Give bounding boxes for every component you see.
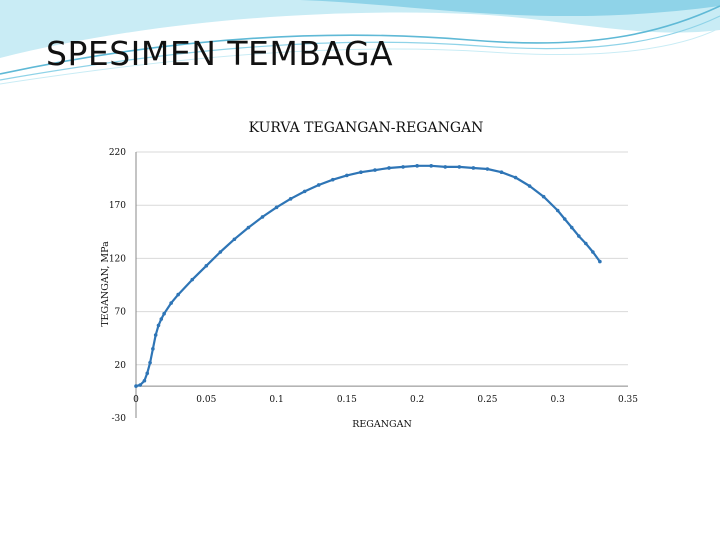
x-tick-label-0: 0 xyxy=(133,395,139,405)
data-point-0-0 xyxy=(134,384,138,388)
data-point-0-27 xyxy=(401,165,405,169)
x-tick-label-5: 0.25 xyxy=(477,395,497,405)
data-point-0-15 xyxy=(232,237,237,242)
data-point-0-20 xyxy=(302,189,307,194)
data-point-0-11 xyxy=(176,292,180,297)
x-axis-label: REGANGAN xyxy=(352,419,412,430)
data-point-0-17 xyxy=(260,215,265,219)
data-point-0-12 xyxy=(190,277,195,282)
chart-title: KURVA TEGANGAN-REGANGAN xyxy=(249,120,484,136)
data-point-0-32 xyxy=(471,166,476,170)
header-line-2 xyxy=(0,15,720,81)
data-point-0-30 xyxy=(443,165,448,169)
data-point-0-16 xyxy=(246,225,251,230)
y-tick-label-2: 120 xyxy=(109,254,126,264)
x-tick-label-6: 0.3 xyxy=(551,395,566,405)
x-tick-label-7: 0.35 xyxy=(618,395,638,405)
data-point-0-10 xyxy=(169,301,173,305)
data-point-0-21 xyxy=(316,183,321,187)
data-point-0-42 xyxy=(584,241,588,246)
data-point-0-8 xyxy=(159,317,164,321)
data-point-0-14 xyxy=(218,250,223,254)
data-point-0-29 xyxy=(429,164,434,168)
header-wave-mid xyxy=(300,0,720,17)
header-line-1 xyxy=(0,5,720,75)
data-point-0-24 xyxy=(359,170,363,175)
data-point-0-5 xyxy=(151,347,155,351)
data-point-0-3 xyxy=(145,371,150,376)
data-point-0-35 xyxy=(513,175,518,180)
x-tick-label-2: 0.1 xyxy=(269,395,283,405)
data-point-0-2 xyxy=(142,378,147,383)
chart-gridlines xyxy=(136,151,628,366)
x-tick-label-1: 0.05 xyxy=(196,395,216,405)
data-point-0-9 xyxy=(162,311,166,316)
data-point-0-26 xyxy=(387,166,391,170)
data-point-0-25 xyxy=(373,168,377,172)
data-point-0-19 xyxy=(288,197,293,201)
data-point-0-22 xyxy=(331,177,335,182)
y-tick-label-4: 20 xyxy=(115,361,127,371)
y-axis-tick-labels: 220 170 120 70 20 -30 xyxy=(109,148,126,424)
y-tick-label-5: -30 xyxy=(112,414,127,424)
x-axis-tick-labels: 0 0.05 0.1 0.15 0.2 0.25 0.3 0.35 xyxy=(133,395,638,405)
data-point-0-6 xyxy=(153,333,158,337)
data-point-0-33 xyxy=(485,167,490,171)
data-point-0-34 xyxy=(499,170,504,175)
data-point-0-36 xyxy=(527,184,532,188)
x-tick-label-3: 0.15 xyxy=(337,395,357,405)
header-swoosh-decoration xyxy=(0,0,720,85)
data-point-0-28 xyxy=(415,164,419,168)
series-line-0 xyxy=(135,164,601,388)
data-point-0-38 xyxy=(555,208,560,213)
data-point-0-7 xyxy=(156,323,161,328)
header-line-3 xyxy=(0,27,720,85)
data-point-0-41 xyxy=(577,234,581,238)
y-tick-label-0: 220 xyxy=(109,148,126,158)
y-tick-label-1: 170 xyxy=(109,201,126,211)
data-point-0-31 xyxy=(457,165,462,169)
y-axis-label: TEGANGAN, MPa xyxy=(100,241,111,327)
data-point-0-44 xyxy=(598,259,602,264)
data-point-0-23 xyxy=(345,173,349,178)
data-point-0-37 xyxy=(541,194,546,199)
data-point-0-40 xyxy=(569,225,574,230)
data-point-0-39 xyxy=(562,217,567,221)
chart-axes xyxy=(135,152,628,418)
y-tick-label-3: 70 xyxy=(115,308,127,318)
chart-series xyxy=(134,164,602,388)
data-point-0-13 xyxy=(204,264,209,268)
data-point-0-1 xyxy=(138,383,143,387)
data-point-0-4 xyxy=(148,360,152,365)
data-point-0-18 xyxy=(274,205,279,210)
x-tick-label-4: 0.2 xyxy=(410,395,424,405)
slide-title: SPESIMEN TEMBAGA xyxy=(46,34,394,73)
data-point-0-43 xyxy=(591,250,595,254)
